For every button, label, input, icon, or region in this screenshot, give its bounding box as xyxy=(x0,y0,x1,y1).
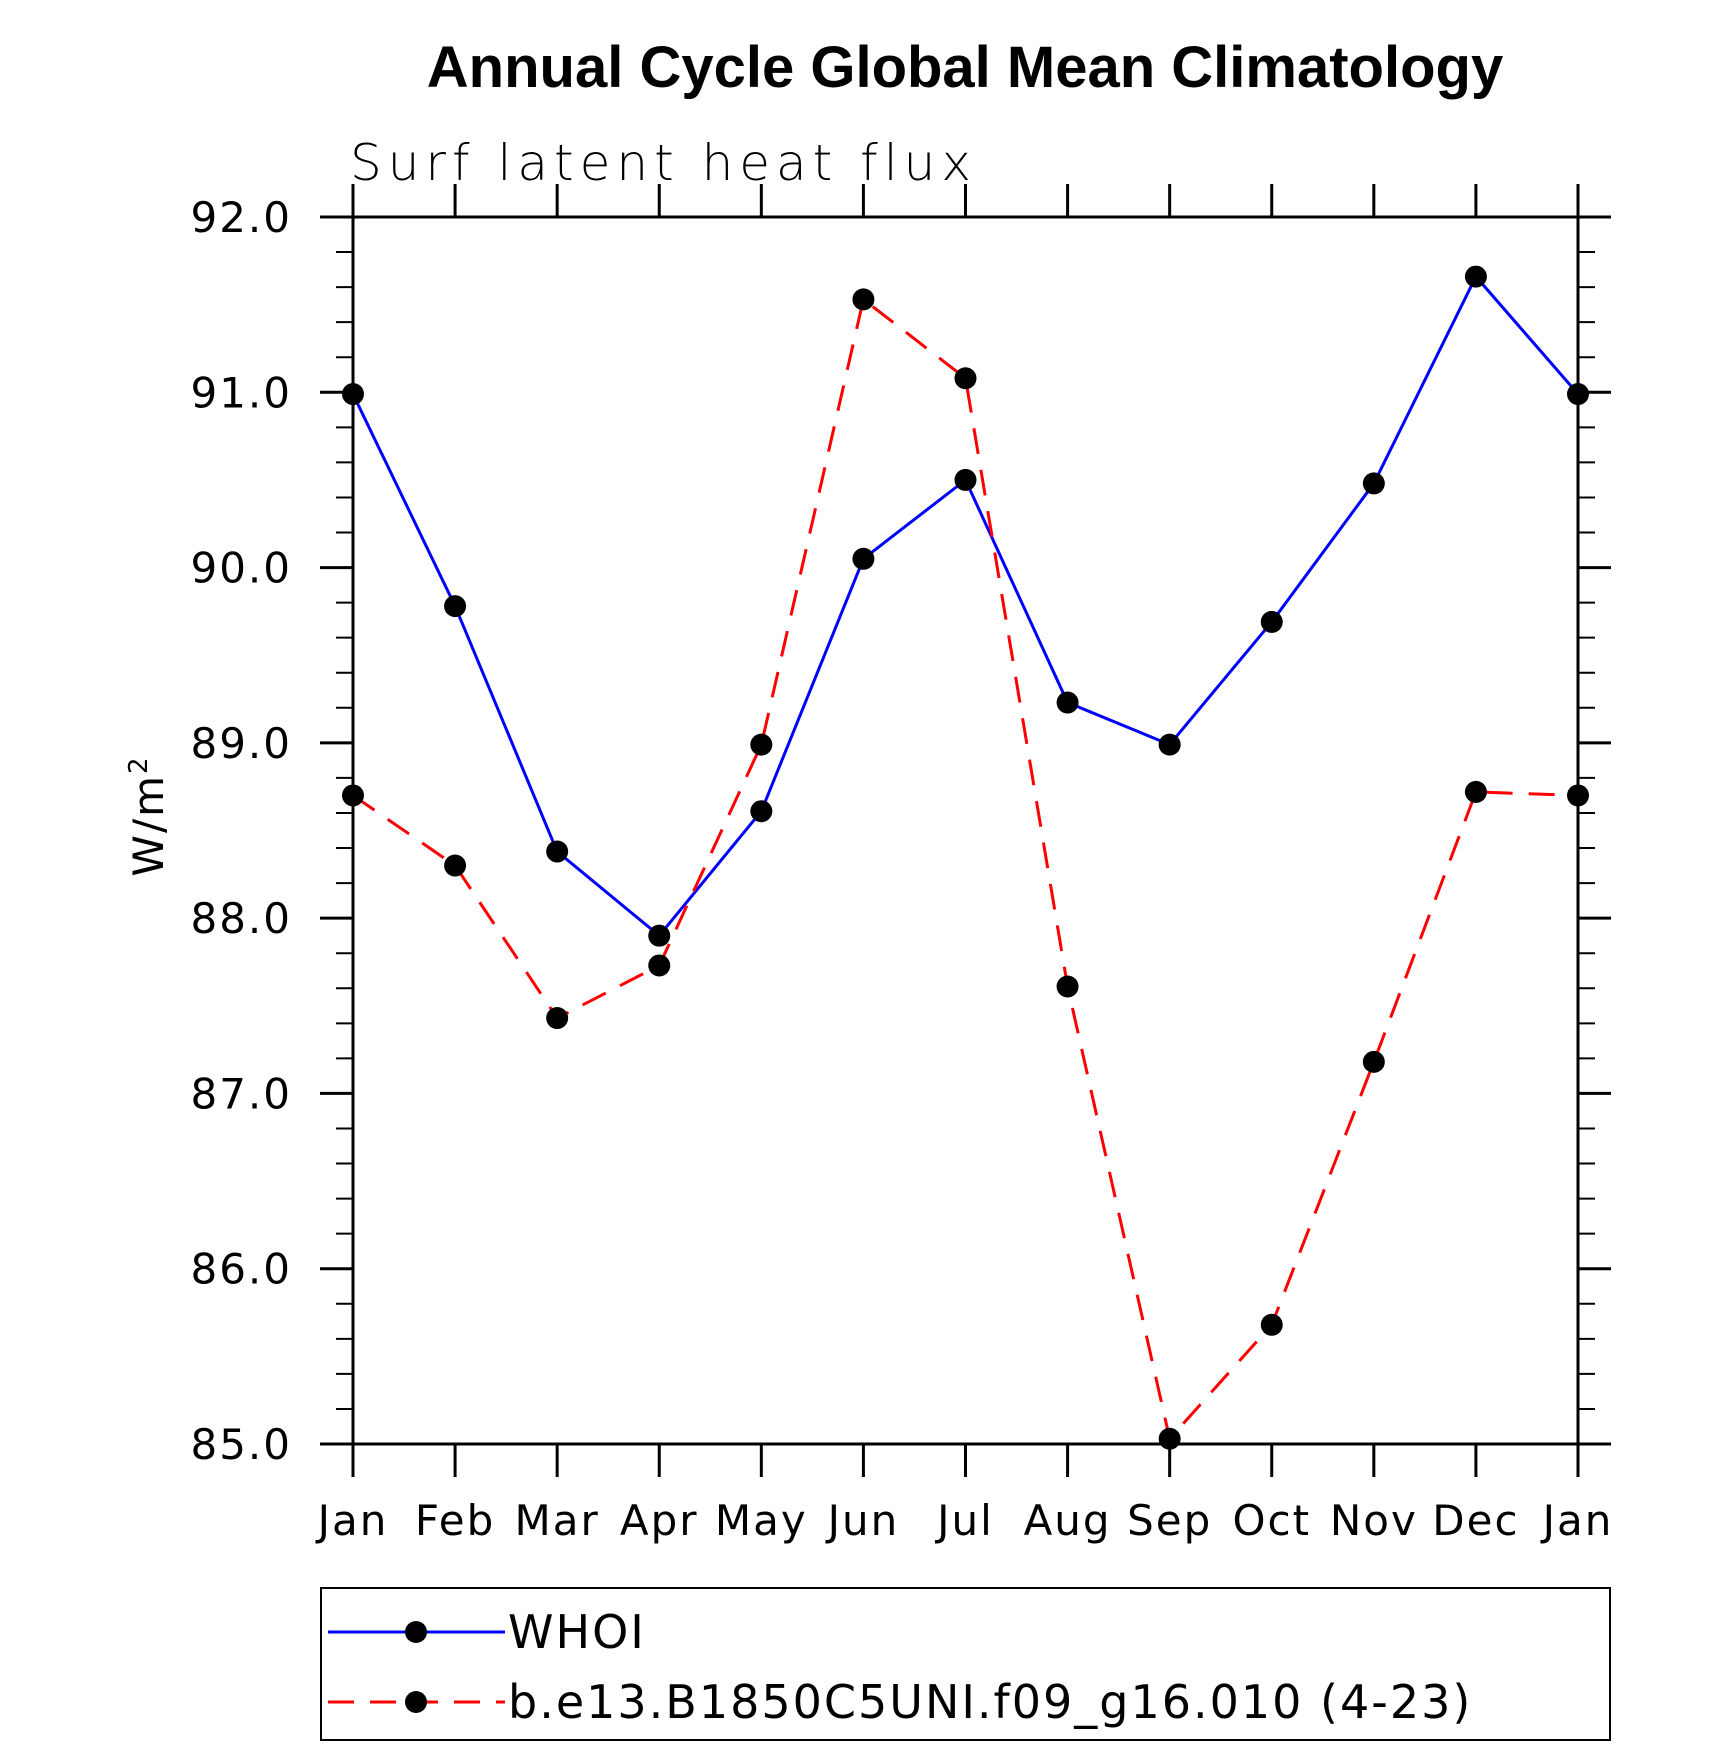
x-tick-label: Jul xyxy=(934,1496,994,1545)
series-2-point xyxy=(1362,1050,1385,1073)
series-2-point xyxy=(1158,1427,1181,1450)
y-axis-label-superscript: 2 xyxy=(124,755,154,774)
y-tick-label: 85.0 xyxy=(190,1420,292,1469)
y-tick-label: 86.0 xyxy=(190,1245,292,1294)
series-1-point xyxy=(1158,733,1181,756)
x-tick-label: Oct xyxy=(1232,1496,1311,1545)
series-1-point xyxy=(1056,691,1079,714)
series-2-point xyxy=(1260,1313,1283,1336)
x-tick-label: Feb xyxy=(415,1496,495,1545)
y-tick-label: 90.0 xyxy=(190,544,292,593)
series-1-point xyxy=(1260,610,1283,633)
legend-label-1: WHOI xyxy=(508,1605,646,1659)
series-2-point xyxy=(1464,780,1487,803)
y-tick-label: 92.0 xyxy=(190,193,292,242)
series-2-point xyxy=(954,367,977,390)
x-tick-label: Jan xyxy=(315,1496,389,1545)
x-tick-label: Nov xyxy=(1330,1496,1418,1545)
chart-subtitle: Surf latent heat flux xyxy=(350,134,977,192)
series-1-point xyxy=(648,924,671,947)
series-2-point xyxy=(648,954,671,977)
series-2-point xyxy=(342,784,364,807)
plot-frame xyxy=(351,215,1580,1446)
y-tick-label: 87.0 xyxy=(190,1069,292,1118)
series-2-point xyxy=(852,288,875,311)
series-1-point xyxy=(444,595,467,618)
x-tick-label: Aug xyxy=(1024,1496,1112,1545)
series-1-point xyxy=(1567,383,1589,406)
chart-title: Annual Cycle Global Mean Climatology xyxy=(427,35,1503,100)
y-axis-label-text: W/m xyxy=(124,774,173,877)
y-tick-label: 89.0 xyxy=(190,719,292,768)
series-2-point xyxy=(1056,975,1079,998)
series-2-point xyxy=(1567,784,1589,807)
y-axis-label: W/m2 xyxy=(124,755,173,876)
plot-area: Jan Feb Mar Apr May Jun Jul Aug Sep Oct Nov Dec Jan 8… xyxy=(190,184,1614,1545)
legend-marker-2 xyxy=(405,1691,427,1713)
y-tick-label: 91.0 xyxy=(190,368,292,417)
y-tick-label: 88.0 xyxy=(190,894,292,943)
series-2-point xyxy=(444,854,467,877)
series-1-point xyxy=(1362,472,1385,495)
legend-box xyxy=(320,1587,1611,1741)
x-tick-label: Sep xyxy=(1127,1496,1212,1545)
series-2-point xyxy=(750,733,773,756)
series-1-point xyxy=(954,468,977,491)
series-2-point xyxy=(546,1007,569,1030)
series-1-point xyxy=(546,840,569,863)
x-tick-label: Jun xyxy=(825,1496,900,1545)
x-tick-label: Apr xyxy=(620,1496,699,1545)
series-1-point xyxy=(1464,265,1487,288)
x-tick-label: Jan xyxy=(1540,1496,1614,1545)
x-tick-label: Mar xyxy=(515,1496,600,1545)
series-1-point xyxy=(342,383,364,406)
legend-marker-1 xyxy=(405,1621,427,1643)
legend: WHOI b.e13.B1850C5UNI.f09_g16.010 (4-23) xyxy=(320,1587,1611,1741)
series-1-point xyxy=(750,800,773,823)
series-1-point xyxy=(852,547,875,570)
legend-label-2: b.e13.B1850C5UNI.f09_g16.010 (4-23) xyxy=(508,1675,1472,1729)
x-tick-label: May xyxy=(715,1496,808,1545)
x-tick-label: Dec xyxy=(1432,1496,1519,1545)
